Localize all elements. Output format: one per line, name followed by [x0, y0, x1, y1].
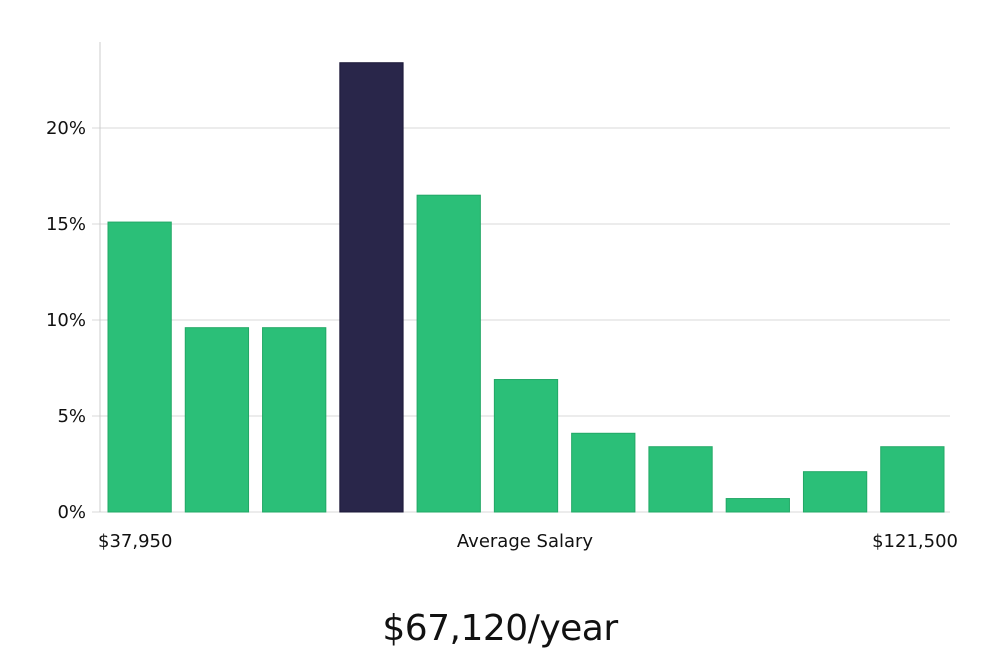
bar-1 [107, 221, 172, 513]
y-tick-label-20: 20% [46, 118, 86, 139]
y-tick-label-0: 0% [57, 502, 86, 523]
bar-7 [571, 432, 636, 513]
bar-highlighted-4 [339, 62, 404, 513]
bar-2 [184, 327, 250, 513]
y-tick-label-10: 10% [46, 310, 86, 331]
y-tick-label-5: 5% [57, 406, 86, 427]
bar-10 [802, 471, 868, 513]
average-salary-value: $67,120/year [382, 608, 618, 649]
y-tick-label-15: 15% [46, 214, 86, 235]
x-label-min: $37,950 [98, 531, 172, 552]
x-label-average-salary: Average Salary [457, 531, 594, 552]
bars [107, 62, 945, 513]
bar-8 [648, 446, 713, 513]
salary-histogram: 0% 5% 10% 15% 20% $37,950 Average Salary $12… [46, 42, 958, 552]
x-label-max: $121,500 [872, 531, 958, 552]
bar-3 [262, 327, 327, 513]
bar-6 [493, 379, 559, 513]
bar-5 [416, 194, 481, 513]
y-axis-ticks: 0% 5% 10% 15% 20% [46, 118, 100, 523]
bar-9 [725, 498, 790, 513]
bar-11 [880, 446, 945, 513]
